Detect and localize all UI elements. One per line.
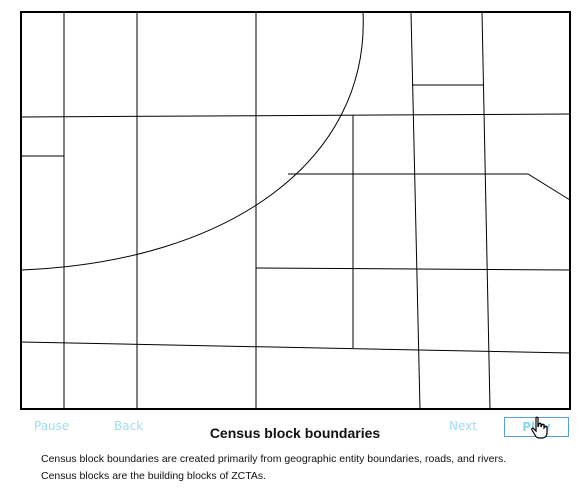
map-frame [20, 11, 571, 410]
back-button[interactable]: Back [114, 419, 144, 433]
street-horizontal [20, 341, 571, 354]
street-horizontal [255, 267, 571, 271]
street-vertical [410, 11, 421, 410]
road-diagonal [288, 173, 571, 201]
census-block-map [20, 11, 571, 410]
street-vertical [481, 11, 491, 410]
description-line: Census blocks are the building blocks of… [41, 470, 267, 482]
hand-pointer-icon [531, 416, 548, 439]
next-button[interactable]: Next [449, 419, 477, 433]
street-horizontal [20, 113, 571, 118]
slide-title: Census block boundaries [209, 425, 381, 441]
slide-description: Census block boundaries are created prim… [41, 451, 571, 485]
description-line: Census block boundaries are created prim… [41, 453, 507, 465]
river-boundary [20, 11, 364, 271]
pause-button[interactable]: Pause [34, 419, 70, 433]
